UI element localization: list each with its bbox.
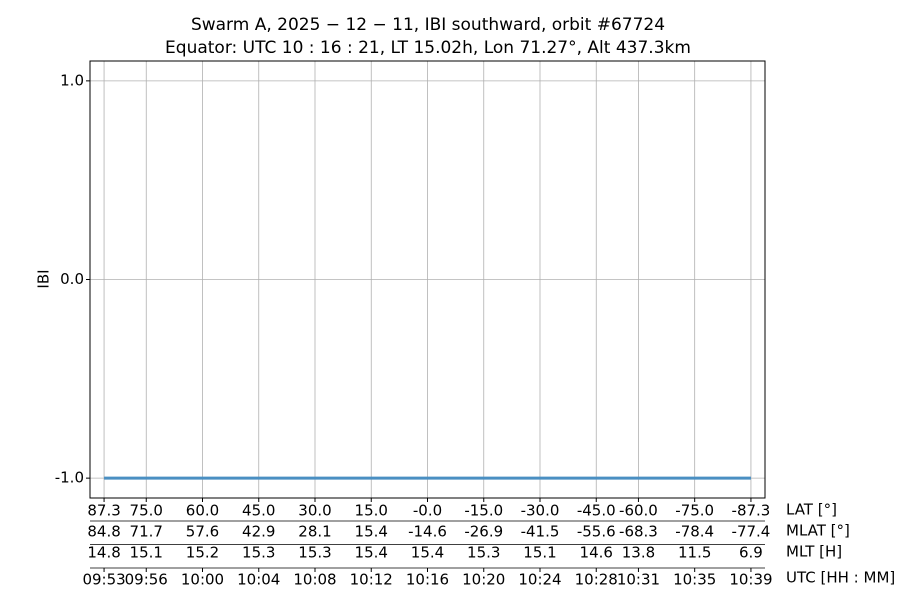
chart-title: Swarm A, 2025 − 12 − 11, IBI southward, … <box>191 15 665 35</box>
row-tick-label: 84.8 <box>87 523 120 541</box>
row-tick-label: 15.0 <box>355 502 388 520</box>
row-tick-label: -26.9 <box>464 523 503 541</box>
x-tick-label: 10:39 <box>729 571 772 589</box>
row-tick-label: 15.3 <box>298 544 331 562</box>
row-tick-label: -75.0 <box>675 502 714 520</box>
row-label: MLAT [°] <box>786 522 850 540</box>
row-tick-label: 15.4 <box>411 544 444 562</box>
row-tick-label: 42.9 <box>242 523 275 541</box>
row-tick-label: -41.5 <box>521 523 560 541</box>
row-tick-label: -0.0 <box>413 502 442 520</box>
row-tick-label: 15.1 <box>523 544 556 562</box>
row-tick-label: 14.6 <box>580 544 613 562</box>
row-tick-label: -45.0 <box>577 502 616 520</box>
chart-subtitle: Equator: UTC 10 : 16 : 21, LT 15.02h, Lo… <box>165 38 691 58</box>
x-tick-label: 10:00 <box>181 571 224 589</box>
y-tick-label: 1.0 <box>60 71 84 89</box>
row-tick-label: 15.3 <box>467 544 500 562</box>
x-tick-label: 10:16 <box>406 571 449 589</box>
row-tick-label: 15.3 <box>242 544 275 562</box>
y-tick-label: 0.0 <box>60 270 84 288</box>
row-tick-label: 15.4 <box>355 544 388 562</box>
row-tick-label: 87.3 <box>87 502 120 520</box>
x-tick-label: 10:24 <box>518 571 561 589</box>
row-tick-label: 30.0 <box>298 502 331 520</box>
x-tick-label: 10:35 <box>673 571 716 589</box>
x-tick-label: 10:31 <box>617 571 660 589</box>
row-tick-label: 13.8 <box>622 544 655 562</box>
row-tick-label: 15.2 <box>186 544 219 562</box>
x-tick-label: 09:53 <box>82 571 125 589</box>
row-tick-label: 75.0 <box>130 502 163 520</box>
x-tick-label: 09:56 <box>125 571 168 589</box>
row-tick-label: -14.6 <box>408 523 447 541</box>
row-tick-label: -55.6 <box>577 523 616 541</box>
row-tick-label: 6.9 <box>739 544 763 562</box>
row-label: LAT [°] <box>786 501 837 519</box>
row-tick-label: 57.6 <box>186 523 219 541</box>
row-tick-label: -77.4 <box>732 523 771 541</box>
row-tick-label: -60.0 <box>619 502 658 520</box>
row-tick-label: -30.0 <box>521 502 560 520</box>
x-tick-label: 10:04 <box>237 571 280 589</box>
row-tick-label: -78.4 <box>675 523 714 541</box>
row-tick-label: -87.3 <box>732 502 771 520</box>
y-axis-label: IBI <box>35 269 53 288</box>
row-tick-label: -15.0 <box>464 502 503 520</box>
row-tick-label: 15.1 <box>130 544 163 562</box>
y-tick-label: -1.0 <box>55 469 84 487</box>
row-label: MLT [H] <box>786 543 842 561</box>
row-tick-label: 14.8 <box>87 544 120 562</box>
plot-frame <box>89 60 766 499</box>
x-tick-label: 10:08 <box>293 571 336 589</box>
row-tick-label: 28.1 <box>298 523 331 541</box>
row-tick-label: 15.4 <box>355 523 388 541</box>
x-tick-label: 10:12 <box>350 571 393 589</box>
row-tick-label: 11.5 <box>678 544 711 562</box>
row-tick-label: -68.3 <box>619 523 658 541</box>
x-axis-label: UTC [HH : MM] <box>786 569 895 587</box>
x-tick-label: 10:20 <box>462 571 505 589</box>
x-tick-label: 10:28 <box>575 571 618 589</box>
row-tick-label: 71.7 <box>130 523 163 541</box>
row-tick-label: 60.0 <box>186 502 219 520</box>
row-tick-label: 45.0 <box>242 502 275 520</box>
